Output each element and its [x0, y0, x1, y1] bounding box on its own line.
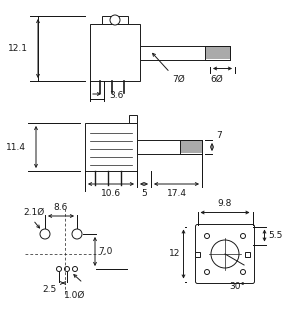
- Circle shape: [73, 266, 77, 271]
- Circle shape: [205, 234, 209, 239]
- Text: 5.5: 5.5: [268, 231, 283, 240]
- Bar: [129, 115, 137, 123]
- Text: 7Ø: 7Ø: [172, 74, 185, 84]
- Bar: [194, 251, 200, 257]
- Text: 2.1Ø: 2.1Ø: [23, 208, 44, 217]
- Text: 7.0: 7.0: [98, 247, 112, 256]
- FancyBboxPatch shape: [196, 224, 254, 284]
- Text: 10.6: 10.6: [101, 189, 121, 198]
- Circle shape: [72, 229, 82, 239]
- Text: 9.8: 9.8: [218, 199, 232, 209]
- Bar: [85, 123, 137, 171]
- Bar: [205, 45, 230, 60]
- Bar: [244, 251, 250, 257]
- Text: 11.4: 11.4: [6, 142, 26, 151]
- Circle shape: [211, 240, 239, 268]
- Circle shape: [110, 15, 120, 25]
- Text: 7: 7: [216, 132, 222, 140]
- Circle shape: [205, 269, 209, 274]
- Bar: [137, 140, 202, 154]
- Text: 8.6: 8.6: [54, 203, 68, 212]
- Text: 12: 12: [169, 249, 181, 259]
- Bar: [102, 16, 128, 24]
- Circle shape: [40, 229, 50, 239]
- Text: 17.4: 17.4: [167, 189, 187, 198]
- Text: 3.6: 3.6: [109, 91, 123, 100]
- Text: 1.0Ø: 1.0Ø: [64, 291, 86, 300]
- Text: 2.5: 2.5: [43, 285, 57, 294]
- Text: 12.1: 12.1: [8, 44, 28, 53]
- Text: 30°: 30°: [229, 282, 245, 291]
- Text: 6Ø: 6Ø: [210, 74, 223, 84]
- Bar: [205, 46, 230, 59]
- Circle shape: [241, 234, 245, 239]
- Text: 5: 5: [141, 189, 147, 198]
- Circle shape: [56, 266, 61, 271]
- Circle shape: [64, 266, 70, 271]
- Bar: [140, 45, 230, 60]
- Bar: [90, 24, 140, 81]
- Bar: [180, 140, 202, 154]
- Circle shape: [241, 269, 245, 274]
- Bar: [180, 141, 202, 153]
